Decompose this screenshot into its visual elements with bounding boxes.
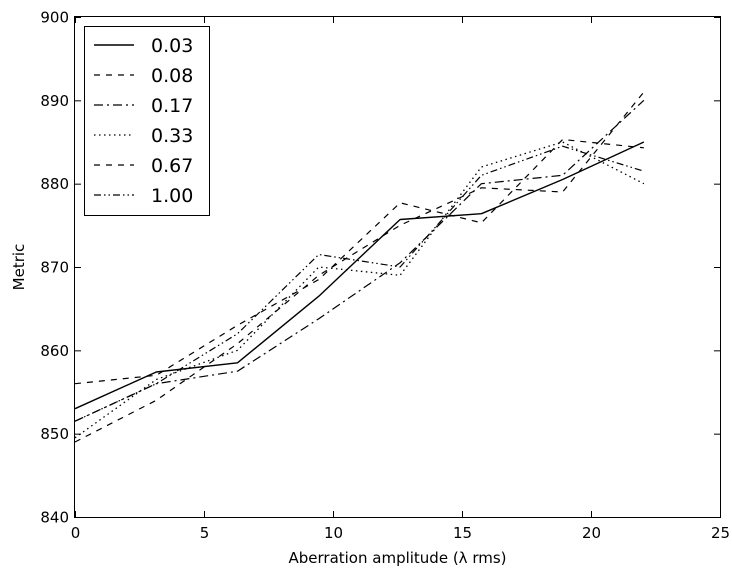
- series-lines: [74, 91, 645, 443]
- y-tick-label: 870: [40, 259, 69, 277]
- legend-box: [84, 26, 210, 216]
- y-axis-label: Metric: [10, 244, 28, 291]
- x-axis-label: Aberration amplitude (λ rms): [288, 549, 506, 567]
- legend-label: 1.00: [151, 185, 193, 207]
- series-line-0.33: [74, 141, 645, 439]
- y-tick-label: 840: [40, 509, 69, 527]
- plot-frame: [74, 16, 721, 518]
- axis-ticks: 0 5 10 15 20 25 840 850 860 870 880 890 900: [40, 9, 730, 543]
- legend: 0.03 0.08 0.17 0.33 0.67 1.00: [84, 26, 210, 216]
- legend-label: 0.67: [151, 155, 193, 177]
- legend-label: 0.08: [151, 65, 193, 87]
- legend-label: 0.03: [151, 35, 193, 57]
- series-line-1.00: [74, 145, 645, 422]
- series-line-0.17: [74, 99, 645, 422]
- x-tick-label: 20: [582, 524, 601, 542]
- y-tick-label: 850: [40, 425, 69, 443]
- legend-label: 0.33: [151, 125, 193, 147]
- x-tick-label: 10: [324, 524, 343, 542]
- y-tick-label: 900: [40, 9, 69, 27]
- y-tick-label: 880: [40, 175, 69, 193]
- x-tick-label: 0: [71, 524, 81, 542]
- x-tick-label: 15: [453, 524, 472, 542]
- y-tick-label: 860: [40, 342, 69, 360]
- x-tick-label: 25: [711, 524, 730, 542]
- series-line-0.03: [74, 141, 645, 410]
- series-line-0.67: [74, 138, 644, 385]
- y-tick-label: 890: [40, 92, 69, 110]
- legend-label: 0.17: [151, 95, 193, 117]
- x-tick-label: 5: [200, 524, 210, 542]
